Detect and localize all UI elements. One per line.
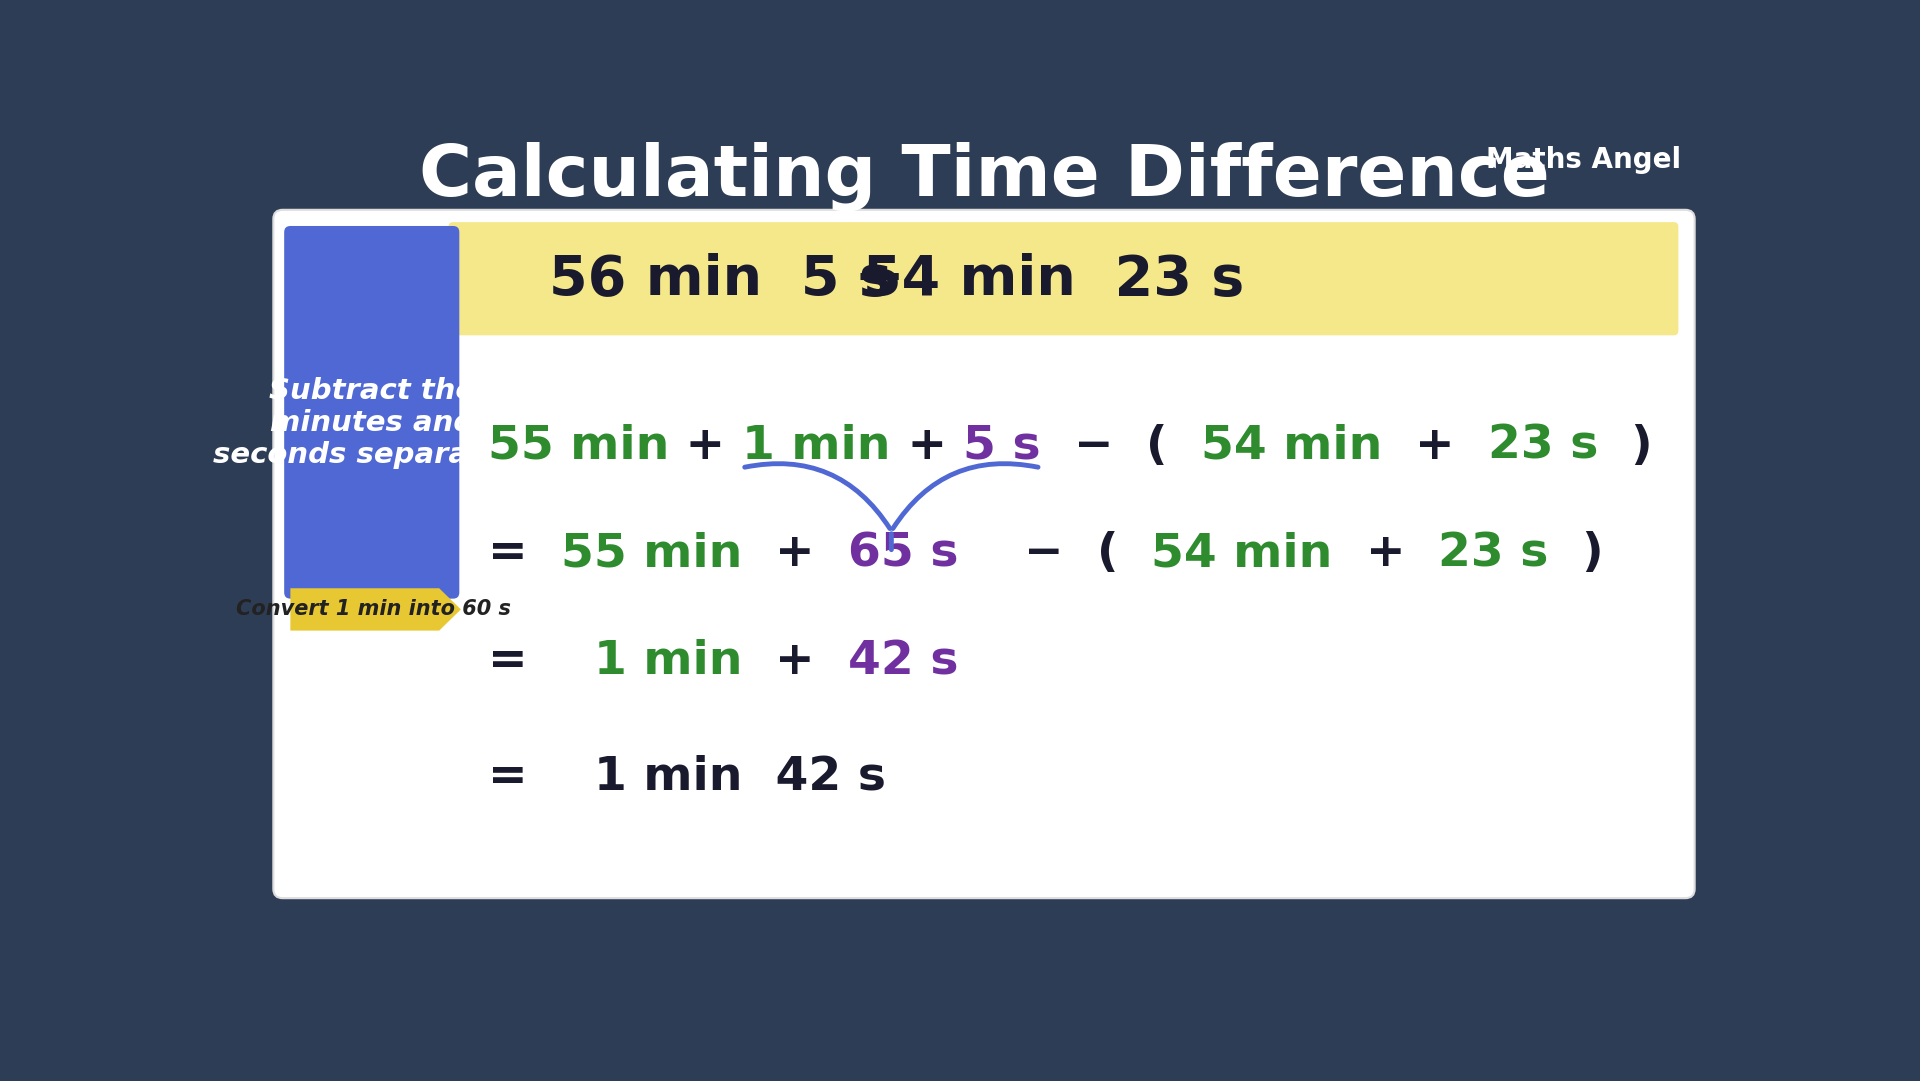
FancyBboxPatch shape bbox=[284, 226, 459, 599]
Text: 54 min: 54 min bbox=[1152, 532, 1332, 576]
Text: 65 s: 65 s bbox=[847, 532, 958, 576]
Text: +: + bbox=[891, 424, 964, 469]
Text: =: = bbox=[488, 532, 561, 576]
Text: −: − bbox=[1041, 424, 1146, 469]
Text: (: ( bbox=[1146, 424, 1202, 469]
Text: +: + bbox=[1332, 532, 1438, 576]
Text: (: ( bbox=[1096, 532, 1152, 576]
Text: 54 min: 54 min bbox=[1202, 424, 1382, 469]
Text: 23 s: 23 s bbox=[1438, 532, 1549, 576]
Text: =: = bbox=[488, 755, 561, 800]
Text: 55 min: 55 min bbox=[561, 532, 741, 576]
Text: 42 s: 42 s bbox=[849, 639, 958, 684]
Text: +: + bbox=[1382, 424, 1488, 469]
Text: 1 min  42 s: 1 min 42 s bbox=[561, 755, 885, 800]
Text: 55 min: 55 min bbox=[488, 424, 670, 469]
Text: 1 min: 1 min bbox=[741, 424, 891, 469]
FancyBboxPatch shape bbox=[273, 210, 1695, 898]
Text: +: + bbox=[670, 424, 741, 469]
Text: Convert 1 min into 60 s: Convert 1 min into 60 s bbox=[236, 600, 511, 619]
Polygon shape bbox=[290, 588, 461, 630]
Text: 56 min  5 s: 56 min 5 s bbox=[549, 253, 893, 307]
FancyBboxPatch shape bbox=[449, 222, 1678, 335]
Text: Subtract the
minutes and
seconds separately: Subtract the minutes and seconds separat… bbox=[213, 376, 530, 469]
Text: 23 s: 23 s bbox=[1488, 424, 1597, 469]
Text: 54 min  23 s: 54 min 23 s bbox=[864, 253, 1244, 307]
Text: ): ) bbox=[1597, 424, 1653, 469]
Text: 1 min: 1 min bbox=[561, 639, 743, 684]
Text: −: − bbox=[854, 251, 904, 309]
Text: =: = bbox=[488, 639, 561, 684]
Text: Calculating Time Difference: Calculating Time Difference bbox=[419, 142, 1549, 212]
Text: +: + bbox=[743, 639, 849, 684]
Text: 5 s: 5 s bbox=[964, 424, 1041, 469]
Text: +: + bbox=[741, 532, 847, 576]
Text: −: − bbox=[958, 532, 1096, 576]
Text: Maths Angel: Maths Angel bbox=[1486, 146, 1682, 174]
Text: ): ) bbox=[1549, 532, 1603, 576]
